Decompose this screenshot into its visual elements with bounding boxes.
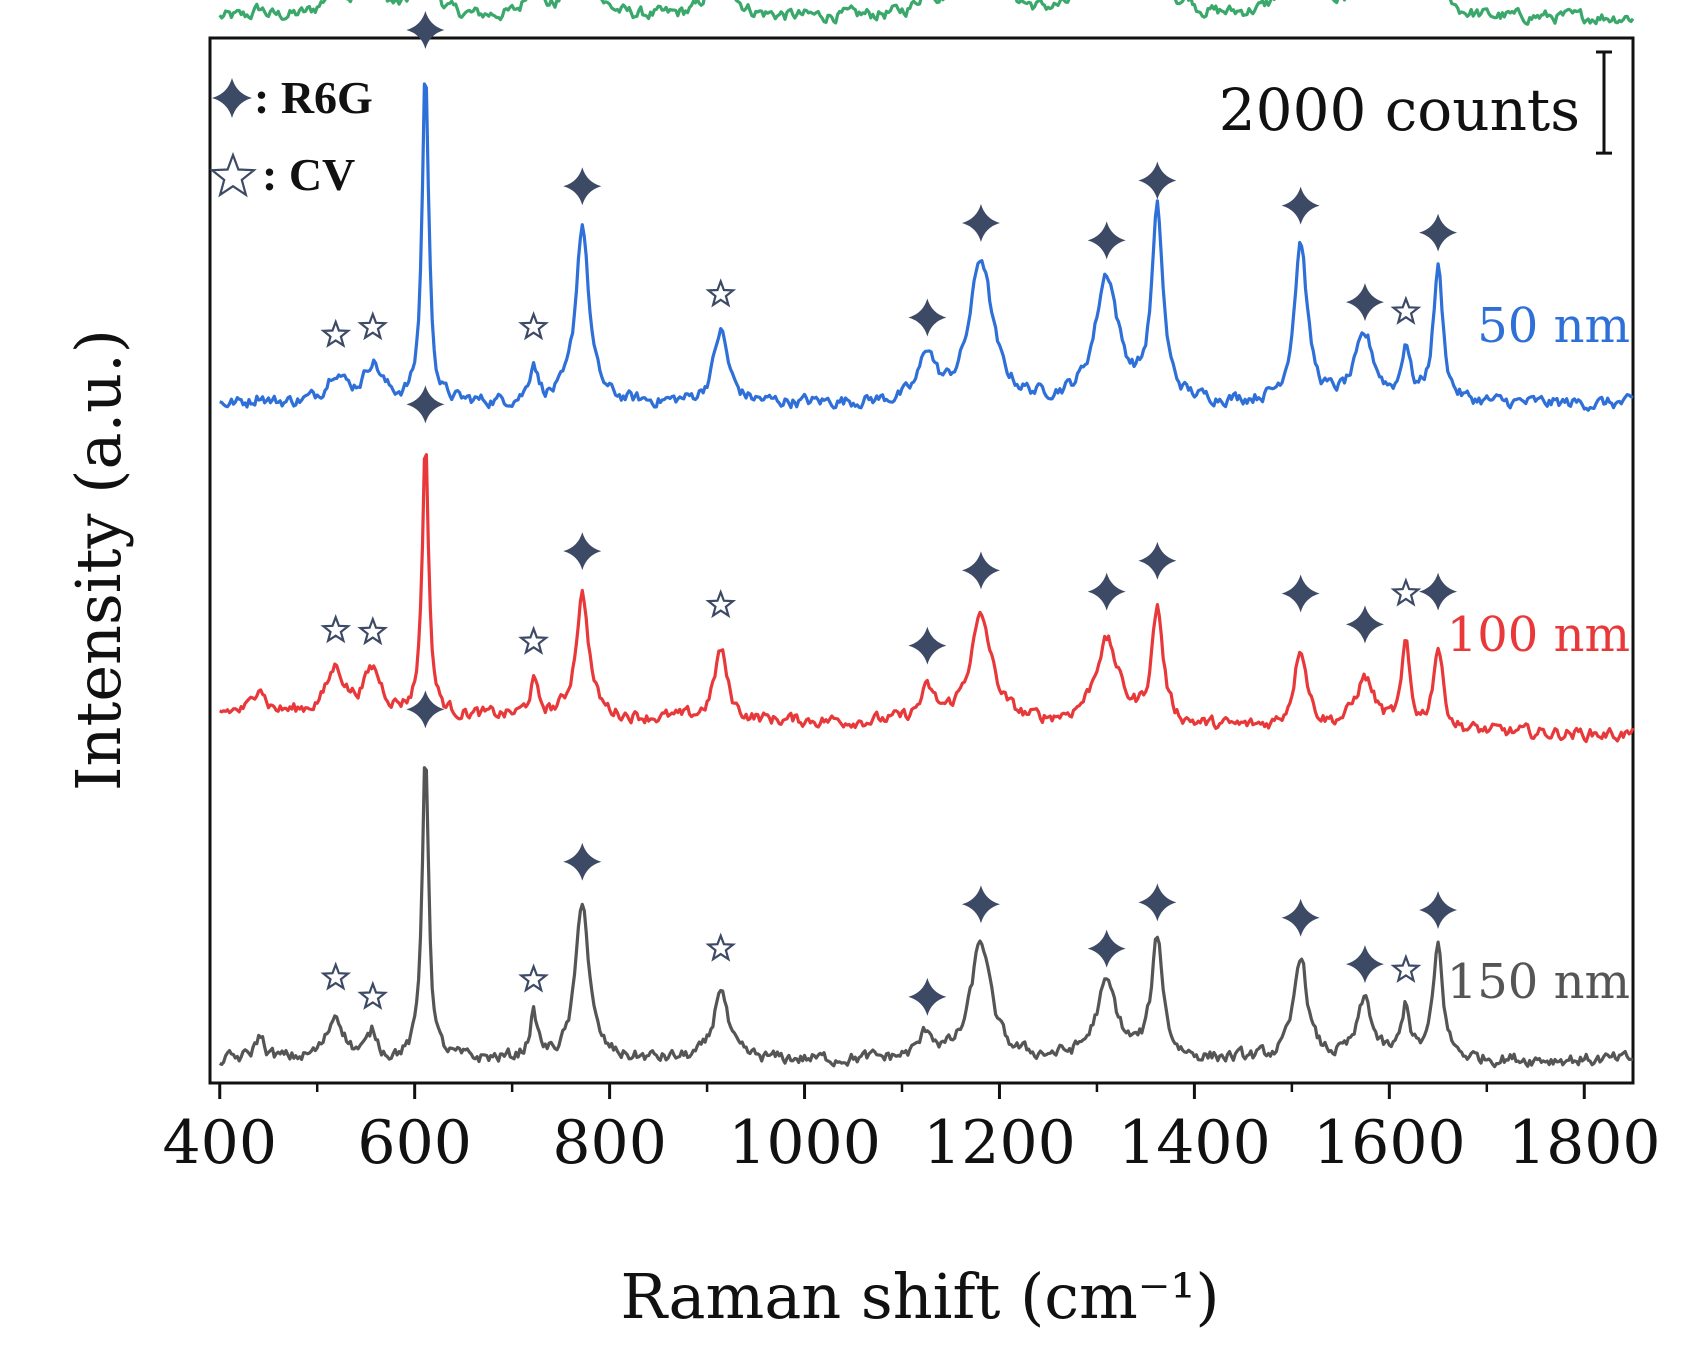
r6g-peak-marker [1138,883,1177,922]
x-tick-label: 1200 [923,1108,1076,1178]
r6g-peak-marker [1419,891,1458,930]
x-tick-label: 600 [357,1108,472,1178]
r6g-peak-marker [1138,161,1177,200]
r6g-peak-marker [1419,213,1458,252]
legend-r6g-icon [212,78,252,118]
x-tick-label: 1000 [728,1108,881,1178]
cv-peak-marker [320,318,352,348]
peak-marker-layer [320,10,1458,1016]
r6g-peak-marker [908,626,947,665]
r6g-peak-marker [563,532,602,571]
cv-peak-marker [1390,295,1422,325]
cv-peak-marker [518,963,549,993]
r6g-peak-marker [563,842,602,881]
legend-cv-icon [209,151,257,198]
r6g-peak-marker [1087,929,1126,968]
r6g-peak-marker [406,10,445,49]
x-tick-label: 1800 [1508,1108,1661,1178]
cv-peak-marker [357,615,389,646]
series-label: 150 nm [1447,954,1630,1010]
r6g-peak-marker [961,203,1000,242]
x-tick-label: 800 [552,1108,667,1178]
series-label: 50 nm [1477,298,1630,354]
r6g-peak-marker [961,551,1000,590]
x-tick-label: 400 [162,1108,277,1178]
x-tick-label: 1600 [1313,1108,1466,1178]
cv-peak-marker [705,932,737,962]
x-axis-title: Raman shift (cm⁻¹) [620,1260,1219,1333]
r6g-peak-marker [563,167,602,206]
r6g-peak-marker [1281,898,1320,937]
legend-r6g-label: : R6G [254,72,373,123]
cv-peak-marker [1390,953,1422,983]
r6g-peak-marker [908,298,947,337]
r6g-peak-marker [406,385,445,424]
cv-peak-marker [705,588,737,619]
legend: : R6G : CV [209,72,373,200]
r6g-peak-marker [1281,574,1320,613]
cv-peak-marker [357,980,389,1010]
cv-peak-marker [518,311,549,341]
r6g-peak-marker [1281,186,1320,225]
r6g-peak-marker [406,690,445,729]
spectrum-line-100-nm [218,453,1635,744]
x-axis: 400 600 800 1000 1200 1400 1600 1800 [162,1083,1661,1178]
series-label: 100 nm [1447,607,1630,663]
r6g-peak-marker [1138,541,1177,580]
spectrum-line-150-nm [218,766,1634,1069]
y-axis-title: Intensity (a.u.) [62,329,135,791]
spectrum-line-50-nm [219,82,1634,412]
r6g-peak-marker [1345,945,1384,984]
r6g-peak-marker [1345,283,1384,322]
r6g-peak-marker [1419,572,1458,611]
legend-cv-label: : CV [262,149,355,200]
r6g-peak-marker [1087,572,1126,611]
plot-frame [208,36,1635,1085]
scale-bar-label: 2000 counts [1219,76,1580,144]
spectrum-line-30-nm [218,0,1635,26]
cv-peak-marker [518,625,549,655]
cv-peak-marker [357,311,389,341]
r6g-peak-marker [961,885,1000,924]
cv-peak-marker [320,614,352,644]
r6g-peak-marker [908,977,947,1016]
x-tick-label: 1400 [1118,1108,1271,1178]
r6g-peak-marker [1345,605,1384,644]
cv-peak-marker [705,278,737,308]
scale-bar: 2000 counts [1219,50,1612,155]
r6g-peak-marker [1087,221,1126,260]
cv-peak-marker [320,961,352,991]
cv-peak-marker [1390,577,1422,607]
